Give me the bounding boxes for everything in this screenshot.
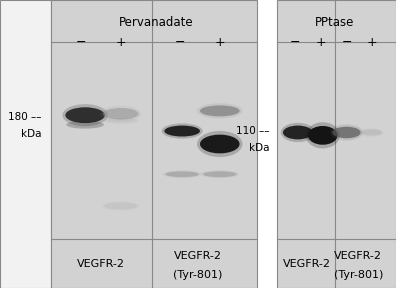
Bar (277, 0, 396, 288)
Ellipse shape (332, 127, 361, 138)
Text: Pervanadate: Pervanadate (119, 16, 194, 29)
Text: −: − (290, 36, 300, 49)
Text: VEGFR-2: VEGFR-2 (174, 251, 222, 261)
Ellipse shape (162, 123, 203, 139)
Text: −: − (76, 36, 86, 49)
Ellipse shape (101, 201, 140, 211)
Ellipse shape (164, 126, 200, 137)
Ellipse shape (330, 124, 363, 141)
Ellipse shape (200, 105, 240, 116)
Bar (0, 0, 51, 288)
Text: kDa: kDa (21, 129, 42, 139)
Ellipse shape (166, 171, 199, 177)
Ellipse shape (100, 106, 141, 122)
Text: 110 ––: 110 –– (236, 126, 269, 136)
Text: kDa: kDa (249, 143, 269, 153)
Ellipse shape (200, 135, 240, 154)
Text: (Tyr-801): (Tyr-801) (173, 270, 223, 280)
Bar (51, 0, 257, 288)
Ellipse shape (197, 131, 243, 157)
Ellipse shape (308, 126, 337, 145)
Text: VEGFR-2: VEGFR-2 (334, 251, 383, 261)
Ellipse shape (65, 107, 105, 123)
Text: +: + (367, 36, 377, 49)
Ellipse shape (281, 123, 315, 142)
Ellipse shape (104, 118, 138, 124)
Ellipse shape (163, 170, 202, 178)
Ellipse shape (104, 202, 138, 210)
Ellipse shape (203, 171, 237, 177)
Ellipse shape (361, 129, 383, 136)
Text: (Tyr-801): (Tyr-801) (334, 270, 383, 280)
Text: +: + (116, 36, 126, 49)
Ellipse shape (67, 121, 104, 129)
Text: −: − (341, 36, 352, 49)
Ellipse shape (306, 122, 340, 149)
Text: VEGFR-2: VEGFR-2 (77, 259, 125, 268)
Ellipse shape (103, 108, 139, 120)
Text: PPtase: PPtase (315, 16, 354, 29)
Ellipse shape (200, 170, 239, 178)
Text: VEGFR-2: VEGFR-2 (283, 259, 331, 268)
Text: 180 ––: 180 –– (8, 112, 42, 122)
Text: +: + (316, 36, 326, 49)
Ellipse shape (63, 104, 108, 126)
Ellipse shape (283, 126, 313, 139)
Text: +: + (215, 36, 225, 49)
Text: −: − (175, 36, 185, 49)
Ellipse shape (359, 128, 384, 137)
Ellipse shape (197, 103, 243, 119)
